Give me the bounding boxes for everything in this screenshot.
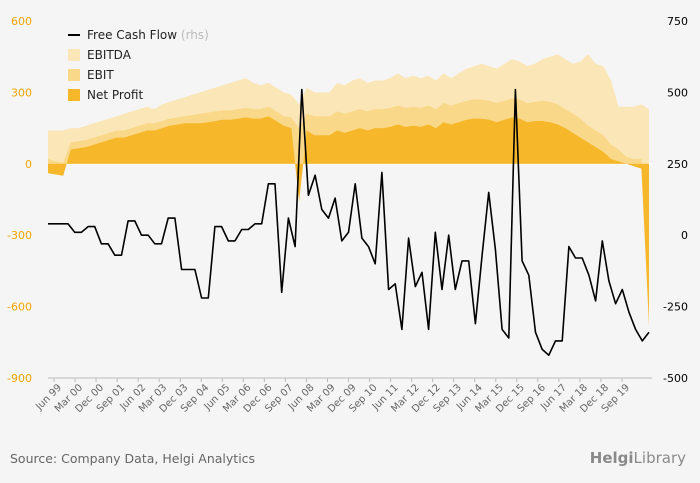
legend: Free Cash Flow (rhs) EBITDA EBIT Net Profit <box>68 28 209 102</box>
legend-label: EBIT <box>87 68 114 82</box>
y-left-tick-label: -300 <box>7 229 32 242</box>
y-left-tick-label: 600 <box>11 15 32 28</box>
legend-swatch-ebit <box>68 69 80 81</box>
legend-swatch-net-profit <box>68 89 80 101</box>
y-left-tick-label: -600 <box>7 301 32 314</box>
y-left-tick-label: 0 <box>25 158 32 171</box>
y-left-tick-label: 300 <box>11 86 32 99</box>
y-right-tick-label: 0 <box>681 229 688 242</box>
helgi-library-logo: HelgiLibrary <box>589 449 686 467</box>
y-right-tick-label: 500 <box>667 86 688 99</box>
legend-label: Free Cash Flow (rhs) <box>87 28 209 42</box>
y-right-tick-label: 750 <box>667 15 688 28</box>
legend-label: Net Profit <box>87 88 143 102</box>
y-left-tick-label: -900 <box>7 372 32 385</box>
free-cash-flow-line <box>48 88 650 356</box>
y-right-tick-label: -250 <box>663 301 688 314</box>
legend-label: EBITDA <box>87 48 132 62</box>
source-note: Source: Company Data, Helgi Analytics <box>10 451 256 466</box>
legend-suffix: (rhs) <box>177 28 209 42</box>
legend-swatch-ebitda <box>68 49 80 61</box>
y-right-tick-label: -500 <box>663 372 688 385</box>
y-right-tick-label: 250 <box>667 158 688 171</box>
net-profit-area <box>48 116 649 326</box>
